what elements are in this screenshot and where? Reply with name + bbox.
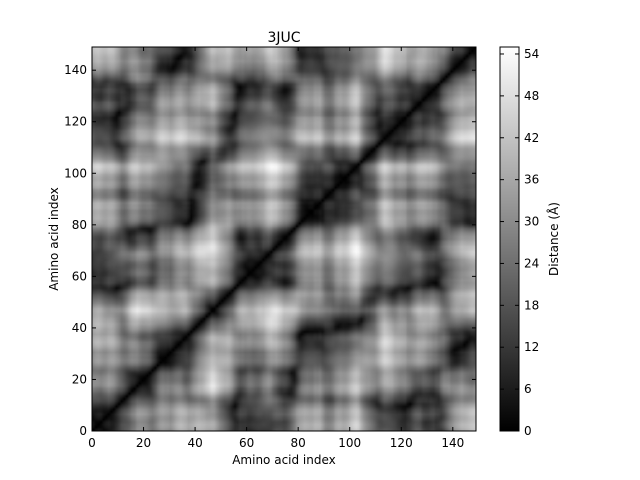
- colorbar-tick-label: 18: [524, 298, 539, 312]
- colorbar-tick-label: 42: [524, 131, 539, 145]
- colorbar-tick-label: 24: [524, 256, 539, 270]
- y-axis-label: Amino acid index: [47, 187, 61, 291]
- heatmap-image: [92, 47, 476, 431]
- y-tick-label: 140: [64, 63, 87, 77]
- chart-title: 3JUC: [267, 30, 300, 46]
- x-axis-label: Amino acid index: [232, 453, 336, 467]
- colorbar-tick-label: 54: [524, 47, 539, 61]
- colorbar-tick-label: 30: [524, 215, 539, 229]
- x-tick-label: 100: [338, 436, 361, 450]
- x-tick-label: 20: [136, 436, 151, 450]
- x-axis-ticks: 0 20 40 60 80 100 120 140: [88, 47, 464, 450]
- colorbar-tick-label: 36: [524, 173, 539, 187]
- colorbar-label: Distance (Å): [546, 202, 561, 276]
- colorbar-tick-label: 6: [524, 382, 532, 396]
- colorbar-tick-label: 12: [524, 340, 539, 354]
- colorbar-tick-label: 48: [524, 89, 539, 103]
- y-tick-label: 40: [72, 321, 87, 335]
- y-tick-label: 0: [79, 424, 87, 438]
- x-tick-label: 60: [239, 436, 254, 450]
- x-tick-label: 0: [88, 436, 96, 450]
- x-tick-label: 40: [187, 436, 202, 450]
- y-tick-label: 20: [72, 372, 87, 386]
- plot-frame: [91, 46, 477, 432]
- y-axis-ticks: 0 20 40 60 80 100 120 140: [64, 63, 476, 438]
- colorbar-tick-label: 0: [524, 424, 532, 438]
- x-tick-label: 80: [291, 436, 306, 450]
- x-tick-label: 140: [441, 436, 464, 450]
- y-tick-label: 60: [72, 269, 87, 283]
- colorbar: 0 6 12 18 24 30 36 42 48 54: [499, 46, 539, 438]
- x-tick-label: 120: [390, 436, 413, 450]
- colorbar-ticks: 0 6 12 18 24 30 36 42 48 54: [500, 47, 539, 438]
- y-tick-label: 80: [72, 218, 87, 232]
- y-tick-label: 100: [64, 166, 87, 180]
- heatmap-plot-area: [91, 46, 477, 432]
- y-tick-label: 120: [64, 115, 87, 129]
- colorbar-gradient: [499, 46, 520, 432]
